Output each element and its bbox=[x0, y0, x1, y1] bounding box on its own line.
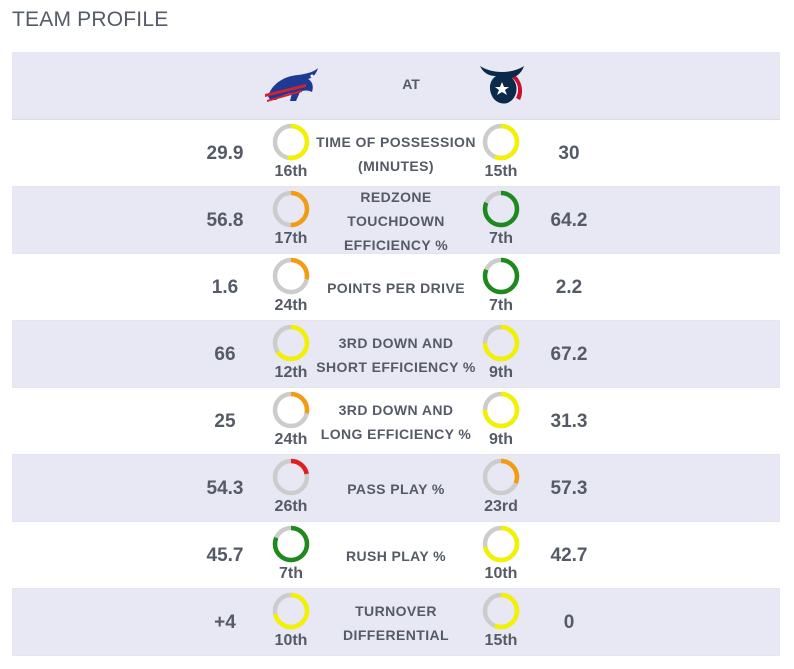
home-rank: 9th bbox=[489, 431, 513, 448]
stat-row: 25 24th 3RD DOWN AND LONG EFFICIENCY % 9… bbox=[12, 388, 780, 455]
rank-donut-right bbox=[482, 458, 520, 496]
stat-label: TURNOVER DIFFERENTIAL bbox=[343, 602, 449, 643]
away-rank: 7th bbox=[279, 565, 303, 582]
home-value: 2.2 bbox=[555, 277, 583, 298]
stat-row: +4 10th TURNOVER DIFFERENTIAL 15th 0 bbox=[12, 589, 780, 656]
rank-donut-left bbox=[272, 257, 310, 295]
stat-label: POINTS PER DRIVE bbox=[327, 279, 465, 296]
home-value: 0 bbox=[563, 612, 575, 633]
home-rank: 7th bbox=[489, 230, 513, 247]
at-label: AT bbox=[402, 76, 420, 92]
rank-donut-right bbox=[482, 190, 520, 228]
away-rank: 24th bbox=[274, 297, 308, 314]
away-value: +4 bbox=[214, 612, 236, 633]
rank-donut-left bbox=[272, 123, 310, 161]
stat-label: 3RD DOWN AND LONG EFFICIENCY % bbox=[320, 401, 472, 442]
away-value: 54.3 bbox=[206, 478, 244, 499]
stat-row: 56.8 17th REDZONE TOUCHDOWN EFFICIENCY %… bbox=[12, 187, 780, 254]
away-value: 45.7 bbox=[206, 545, 244, 566]
stat-label: 3RD DOWN AND SHORT EFFICIENCY % bbox=[316, 334, 476, 375]
matchup-header: AT bbox=[12, 52, 780, 120]
home-value: 67.2 bbox=[550, 344, 588, 365]
away-rank: 10th bbox=[274, 632, 308, 649]
away-rank: 17th bbox=[274, 230, 308, 247]
rank-donut-left bbox=[272, 324, 310, 362]
away-value: 66 bbox=[214, 344, 236, 365]
rank-donut-left bbox=[272, 190, 310, 228]
page-title: TEAM PROFILE bbox=[12, 8, 169, 31]
team-profile-table: AT 29.9 16th TIME OF POSSESSION (MINUTES… bbox=[12, 52, 780, 656]
home-value: 31.3 bbox=[550, 411, 588, 432]
stat-row: 1.6 24th POINTS PER DRIVE 7th 2.2 bbox=[12, 254, 780, 321]
stat-label: RUSH PLAY % bbox=[345, 547, 447, 564]
away-value: 56.8 bbox=[206, 210, 244, 231]
bills-logo bbox=[262, 66, 320, 111]
stat-row: 54.3 26th PASS PLAY % 23rd 57.3 bbox=[12, 455, 780, 522]
away-rank: 16th bbox=[274, 163, 308, 180]
home-value: 64.2 bbox=[550, 210, 588, 231]
home-value: 30 bbox=[558, 143, 580, 164]
stat-row: 45.7 7th RUSH PLAY % 10th 42.7 bbox=[12, 522, 780, 589]
home-value: 57.3 bbox=[550, 478, 588, 499]
home-rank: 15th bbox=[484, 163, 518, 180]
rank-donut-right bbox=[482, 257, 520, 295]
home-value: 42.7 bbox=[550, 545, 588, 566]
home-rank: 23rd bbox=[484, 498, 518, 515]
rank-donut-right bbox=[482, 592, 520, 630]
rank-donut-left bbox=[272, 592, 310, 630]
stat-label: PASS PLAY % bbox=[347, 480, 445, 497]
away-rank: 12th bbox=[274, 364, 308, 381]
rank-donut-left bbox=[272, 458, 310, 496]
stat-row: 66 12th 3RD DOWN AND SHORT EFFICIENCY % … bbox=[12, 321, 780, 388]
stat-row: 29.9 16th TIME OF POSSESSION (MINUTES) 1… bbox=[12, 120, 780, 187]
rank-donut-right bbox=[482, 391, 520, 429]
away-rank: 24th bbox=[274, 431, 308, 448]
home-rank: 9th bbox=[489, 364, 513, 381]
away-value: 29.9 bbox=[206, 143, 244, 164]
rank-donut-right bbox=[482, 525, 520, 563]
rank-donut-left bbox=[272, 391, 310, 429]
away-value: 1.6 bbox=[211, 277, 239, 298]
away-value: 25 bbox=[214, 411, 236, 432]
home-rank: 15th bbox=[484, 632, 518, 649]
stat-label: REDZONE TOUCHDOWN EFFICIENCY % bbox=[343, 188, 449, 253]
rank-donut-right bbox=[482, 123, 520, 161]
home-rank: 7th bbox=[489, 297, 513, 314]
texans-logo bbox=[476, 62, 528, 113]
rank-donut-left bbox=[272, 525, 310, 563]
stat-label: TIME OF POSSESSION (MINUTES) bbox=[316, 133, 476, 174]
rank-donut-right bbox=[482, 324, 520, 362]
away-rank: 26th bbox=[274, 498, 308, 515]
home-rank: 10th bbox=[484, 565, 518, 582]
